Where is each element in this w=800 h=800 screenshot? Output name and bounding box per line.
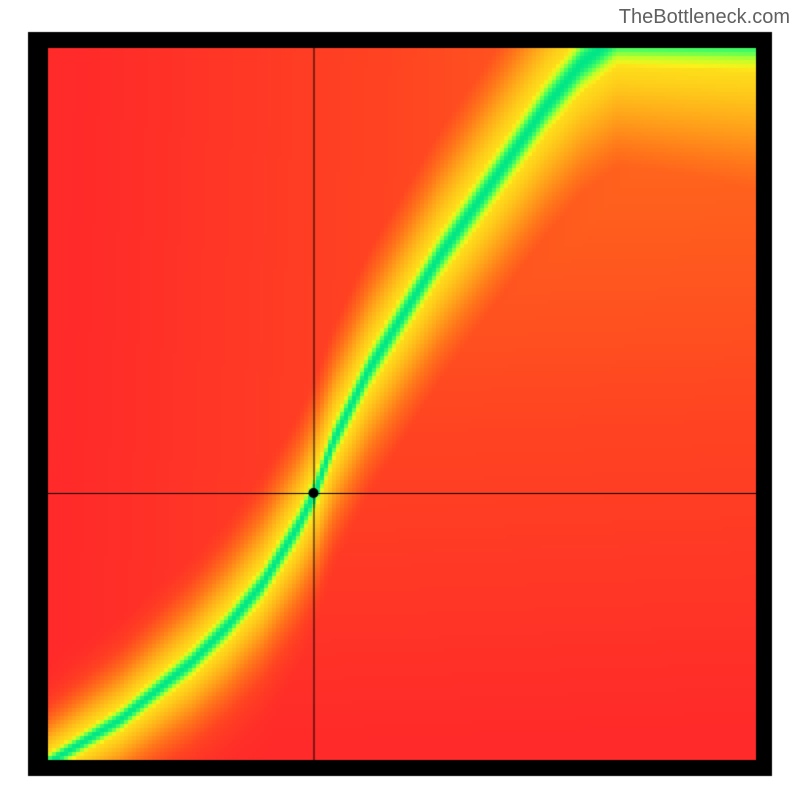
chart-container: TheBottleneck.com (0, 0, 800, 800)
heatmap-canvas (0, 0, 800, 800)
watermark-text: TheBottleneck.com (619, 6, 790, 29)
